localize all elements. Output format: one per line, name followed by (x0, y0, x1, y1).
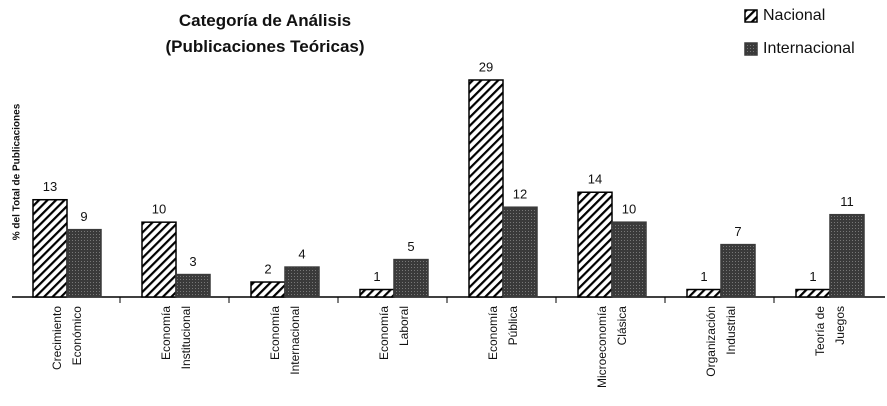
bar (720, 243, 756, 298)
bar (359, 288, 395, 298)
bar (686, 288, 722, 298)
data-label: 29 (479, 59, 493, 74)
bar (393, 258, 429, 298)
bar (468, 79, 504, 298)
data-label: 9 (80, 209, 87, 224)
y-axis-label: % del Total de Publicaciones (11, 103, 23, 241)
data-label: 10 (152, 202, 166, 217)
bar (32, 198, 68, 298)
data-label: 4 (298, 247, 305, 262)
x-tick-label: Teoría de Juegos (813, 306, 847, 357)
bar (284, 266, 320, 298)
data-label: 1 (809, 269, 816, 284)
data-label: 2 (264, 261, 271, 276)
legend-swatch (744, 9, 758, 23)
x-tick-label: Economía Laboral (377, 306, 411, 361)
bar (577, 191, 613, 298)
data-label: 5 (407, 239, 414, 254)
data-label: 3 (189, 254, 196, 269)
bar (175, 273, 211, 298)
data-label: 13 (43, 179, 57, 194)
bar (795, 288, 831, 298)
data-label: 1 (373, 269, 380, 284)
legend-label: Internacional (763, 40, 855, 57)
x-tick-label: Organización Industrial (704, 306, 738, 377)
data-label: 14 (588, 172, 602, 187)
chart-title: Categoría de Análisis (Publicaciones Teó… (165, 11, 365, 56)
x-tick-label: Economía Institucional (159, 306, 193, 370)
data-label: 7 (734, 224, 741, 239)
bar (829, 213, 865, 298)
data-label: 11 (840, 194, 854, 209)
legend-swatch (744, 42, 758, 56)
data-label: 10 (622, 202, 636, 217)
bar (250, 281, 286, 298)
data-label: 12 (513, 187, 527, 202)
x-tick-label: Economía Pública (486, 306, 520, 361)
x-tick-label: Crecimiento Económico (50, 306, 84, 371)
bar (141, 221, 177, 298)
bar (611, 221, 647, 298)
bar (66, 228, 102, 298)
bar (502, 206, 538, 298)
data-label: 1 (700, 269, 707, 284)
legend-label: Nacional (763, 7, 825, 24)
x-tick-label: Economía Internacional (268, 306, 302, 375)
x-tick-label: Microeconomía Clásica (595, 306, 629, 389)
